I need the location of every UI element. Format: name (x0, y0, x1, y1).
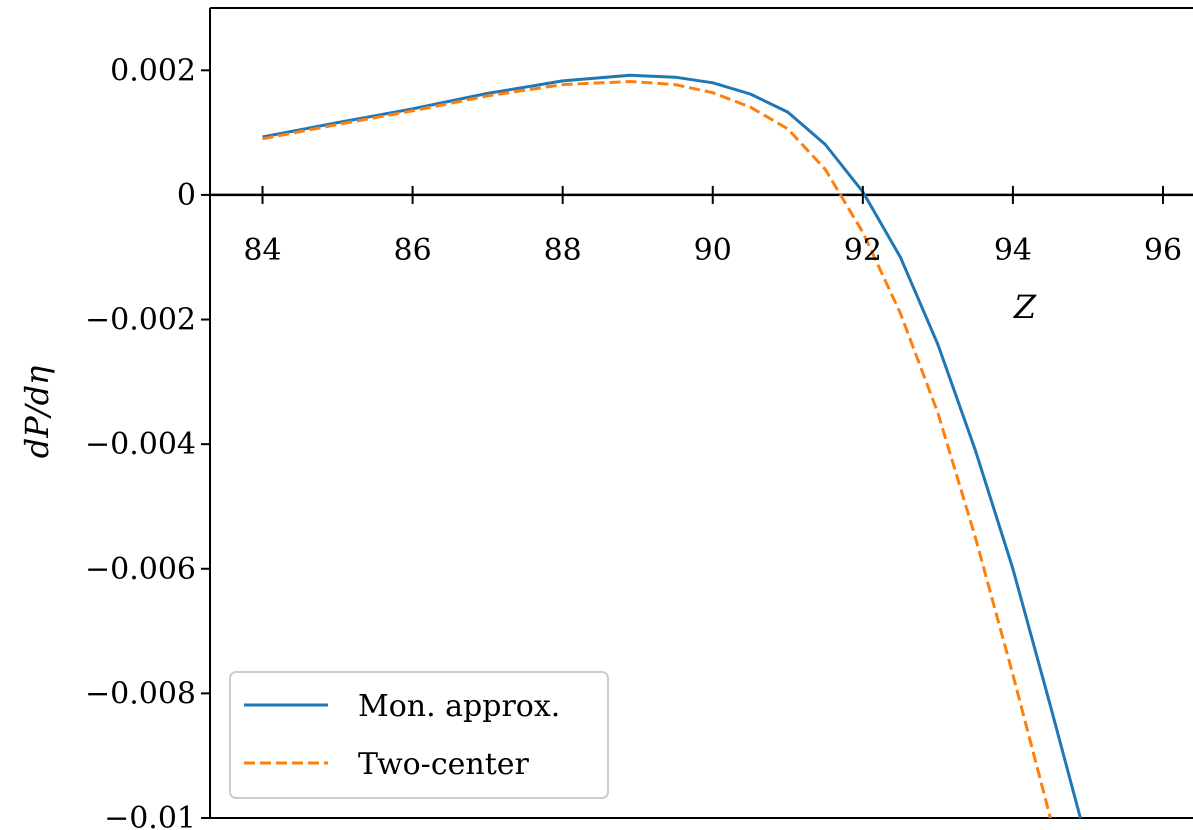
y-tick-label: −0.008 (85, 676, 196, 711)
y-tick-label: 0 (177, 178, 196, 213)
y-tick-label: −0.004 (85, 427, 196, 462)
series-line-two-center (262, 80, 1052, 819)
series-line-mon-approx (262, 73, 1082, 819)
x-tick-label: 90 (694, 233, 732, 268)
y-axis-label: dP/dη (18, 366, 56, 458)
y-tick-label: 0.002 (110, 53, 196, 88)
y-tick-label: −0.006 (85, 552, 196, 587)
legend-label-mon-approx: Mon. approx. (358, 689, 560, 724)
x-tick-label: 88 (544, 233, 582, 268)
x-tick-label: 96 (1144, 233, 1182, 268)
legend-label-two-center: Two-center (358, 747, 530, 782)
x-tick-label: 92 (844, 233, 882, 268)
x-tick-label: 94 (994, 233, 1032, 268)
x-tick-label: 86 (394, 233, 432, 268)
y-tick-label: −0.01 (104, 801, 196, 830)
x-axis-label: Z (1013, 288, 1037, 326)
legend: Mon. approx. Two-center (229, 671, 609, 799)
y-tick-label: −0.002 (85, 303, 196, 338)
x-tick-label: 84 (243, 233, 281, 268)
